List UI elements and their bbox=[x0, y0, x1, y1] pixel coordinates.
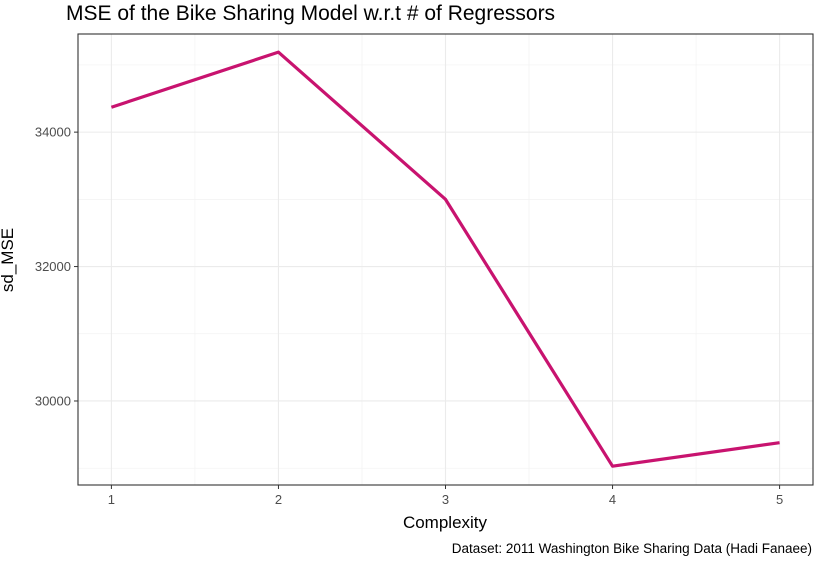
series-line bbox=[110, 50, 780, 468]
x-tick-label: 3 bbox=[442, 492, 449, 507]
chart-caption: Dataset: 2011 Washington Bike Sharing Da… bbox=[452, 541, 812, 556]
y-tick-label: 34000 bbox=[35, 125, 71, 140]
x-tick-label: 2 bbox=[275, 492, 282, 507]
x-axis-title: Complexity bbox=[403, 513, 488, 532]
x-tick-label: 1 bbox=[108, 492, 115, 507]
y-tick-label: 32000 bbox=[35, 259, 71, 274]
x-tick-label: 5 bbox=[776, 492, 783, 507]
y-axis-title: sd_MSE bbox=[0, 228, 17, 292]
y-axis: 30000 32000 34000 bbox=[35, 125, 78, 408]
x-tick-label: 4 bbox=[609, 492, 616, 507]
chart-title: MSE of the Bike Sharing Model w.r.t # of… bbox=[66, 2, 555, 25]
x-axis: 1 2 3 4 5 bbox=[108, 485, 783, 507]
grid bbox=[78, 34, 813, 485]
series-layer bbox=[110, 50, 780, 468]
y-tick-label: 30000 bbox=[35, 393, 71, 408]
